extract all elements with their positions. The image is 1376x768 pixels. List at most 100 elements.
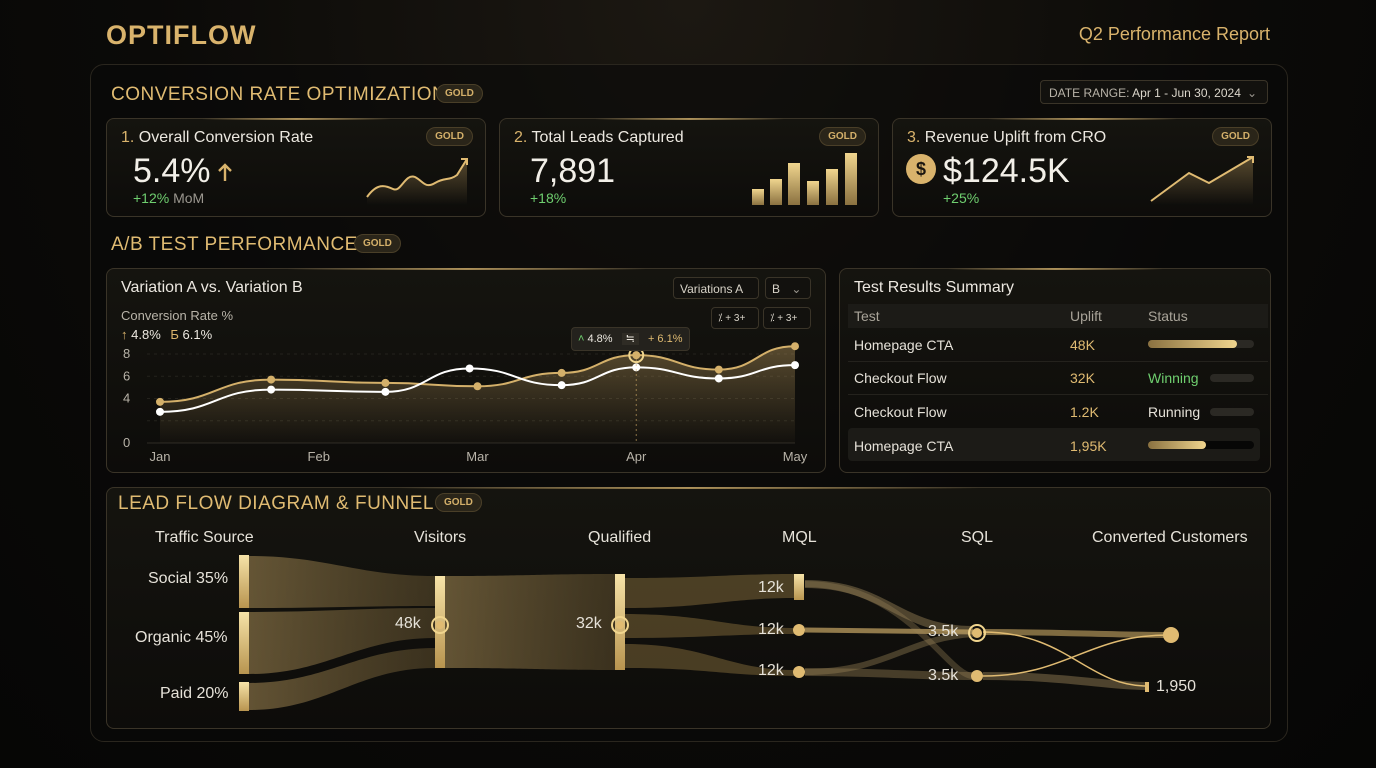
flow-band (982, 629, 1170, 638)
date-range-label: DATE RANGE: (1049, 86, 1130, 100)
ab-chart-title: Variation A vs. Variation B (121, 279, 303, 296)
chart-control-2[interactable]: ⁒ + 3+ (763, 307, 811, 329)
date-range-value: Apr 1 - Jun 30, 2024 (1132, 86, 1241, 100)
chart-tooltip: ˄ 4.8% ≒ + 6.1% (571, 327, 690, 351)
mql-value-3: 12k (758, 662, 784, 679)
flow-band (982, 634, 1170, 677)
node-visitors-dot (436, 621, 444, 629)
flow-band (804, 581, 974, 679)
chevron-down-icon: ⌄ (791, 282, 802, 296)
row-test: Homepage CTA (854, 337, 954, 353)
report-title: Q2 Performance Report (1078, 24, 1270, 44)
row-divider (848, 361, 1268, 362)
kpi-number: 2. (514, 129, 528, 146)
data-point-A (381, 387, 390, 396)
stage-visitors: Visitors (414, 529, 467, 546)
data-point-A (557, 381, 566, 390)
kpi-label: 2. Total Leads Captured (514, 129, 684, 147)
ab-chart-legend: ↑ 4.8% Б 6.1% (121, 327, 212, 342)
brand-logo: OPTIFLOW (106, 20, 257, 50)
y-tick-label: 6 (123, 368, 130, 383)
kpi-card-conversion-rate[interactable]: 1. Overall Conversion Rate GOLD 5.4% +12… (106, 118, 486, 217)
data-point-B (156, 397, 164, 406)
mql-value-1: 12k (758, 579, 784, 596)
tooltip-b: + 6.1% (647, 333, 683, 345)
kpi-change: +25% (943, 190, 979, 206)
node-sql-2 (971, 670, 983, 682)
legend-a-value: 4.8% (131, 327, 161, 342)
kpi-card-total-leads[interactable]: 2. Total Leads Captured GOLD 7,891 +18% (499, 118, 879, 217)
gold-badge: GOLD (819, 127, 866, 146)
flow-band (249, 608, 435, 674)
kpi-change: +12% MoM (133, 190, 204, 206)
gold-badge: GOLD (1212, 127, 1259, 146)
node-sql-1 (972, 628, 982, 638)
gold-badge: GOLD (435, 493, 482, 512)
kpi-number: 3. (907, 129, 921, 146)
kpi-change: +18% (530, 190, 566, 206)
x-tick-label: Jan (150, 449, 171, 464)
x-tick-label: Feb (308, 449, 330, 464)
flow-band (249, 556, 435, 608)
variation-b-select[interactable]: B ⌄ (765, 277, 811, 299)
data-point-B (791, 342, 799, 351)
row-uplift: 1,95K (1070, 438, 1107, 454)
flow-band (804, 668, 974, 680)
kpi-label: 3. Revenue Uplift from CRO (907, 129, 1106, 147)
kpi-change-value: +18% (530, 190, 567, 206)
date-range-select[interactable]: DATE RANGE: Apr 1 - Jun 30, 2024 ⌄ (1040, 80, 1268, 104)
data-point-A (714, 374, 723, 383)
tooltip-a: 4.8% (587, 333, 613, 345)
stage-sql: SQL (961, 529, 994, 546)
kpi-change-value: +25% (943, 190, 980, 206)
source-social: Social 35% (148, 570, 229, 587)
arrow-up-icon (218, 163, 232, 181)
stage-converted: Converted Customers (1092, 529, 1248, 546)
qualified-value: 32k (576, 615, 602, 632)
variation-a-select[interactable]: Variations A (673, 277, 759, 299)
x-tick-label: May (783, 449, 808, 464)
flow-band (625, 574, 795, 608)
node-social (239, 555, 249, 608)
row-divider (848, 394, 1268, 395)
legend-b-value: 6.1% (182, 327, 213, 342)
status-bar-track (1210, 374, 1254, 382)
data-point-B (714, 365, 723, 374)
node-qualified-marker (611, 616, 629, 634)
sparkline-trend (366, 158, 468, 205)
mql-value-2: 12k (758, 621, 784, 638)
data-point-A (791, 361, 799, 370)
node-converted (1163, 627, 1179, 643)
status-bar-fill (1148, 340, 1237, 348)
flow-band (982, 631, 1148, 687)
sql-value-2: 3.5k (928, 667, 959, 684)
bar-sparkline (752, 153, 857, 205)
lead-flow-card (106, 487, 1271, 729)
node-sql-1-marker (968, 624, 986, 642)
gold-badge: GOLD (426, 127, 473, 146)
chevron-down-icon: ⌄ (1246, 86, 1257, 100)
kpi-title: Total Leads Captured (531, 129, 684, 146)
results-title: Test Results Summary (854, 279, 1015, 296)
variation-b-label: B (772, 282, 781, 296)
node-qualified-dot (616, 621, 624, 629)
legend-b-icon: Б (170, 327, 179, 342)
data-point-A (156, 407, 164, 416)
chart-control-1[interactable]: ⁒ + 3+ (711, 307, 759, 329)
data-point-B (267, 375, 276, 384)
header-status: Status (1148, 308, 1188, 324)
ab-line-chart[interactable]: 0 4 6 8 Jan Feb Mar Apr May (107, 269, 825, 472)
kpi-value: 5.4% (133, 152, 211, 190)
flow-band (982, 672, 1148, 690)
sankey-diagram[interactable] (107, 488, 1270, 728)
status-bar-track (1210, 408, 1254, 416)
sql-value-1: 3.5k (928, 623, 959, 640)
stage-mql: MQL (782, 529, 817, 546)
row-status: Running (1148, 404, 1201, 420)
data-point-B (473, 382, 482, 391)
kpi-card-revenue-uplift[interactable]: 3. Revenue Uplift from CRO GOLD $ $124.5… (892, 118, 1272, 217)
x-tick-label: Mar (466, 449, 489, 464)
header-uplift: Uplift (1070, 308, 1102, 324)
data-point-A (632, 363, 641, 372)
flow-band (804, 631, 974, 675)
